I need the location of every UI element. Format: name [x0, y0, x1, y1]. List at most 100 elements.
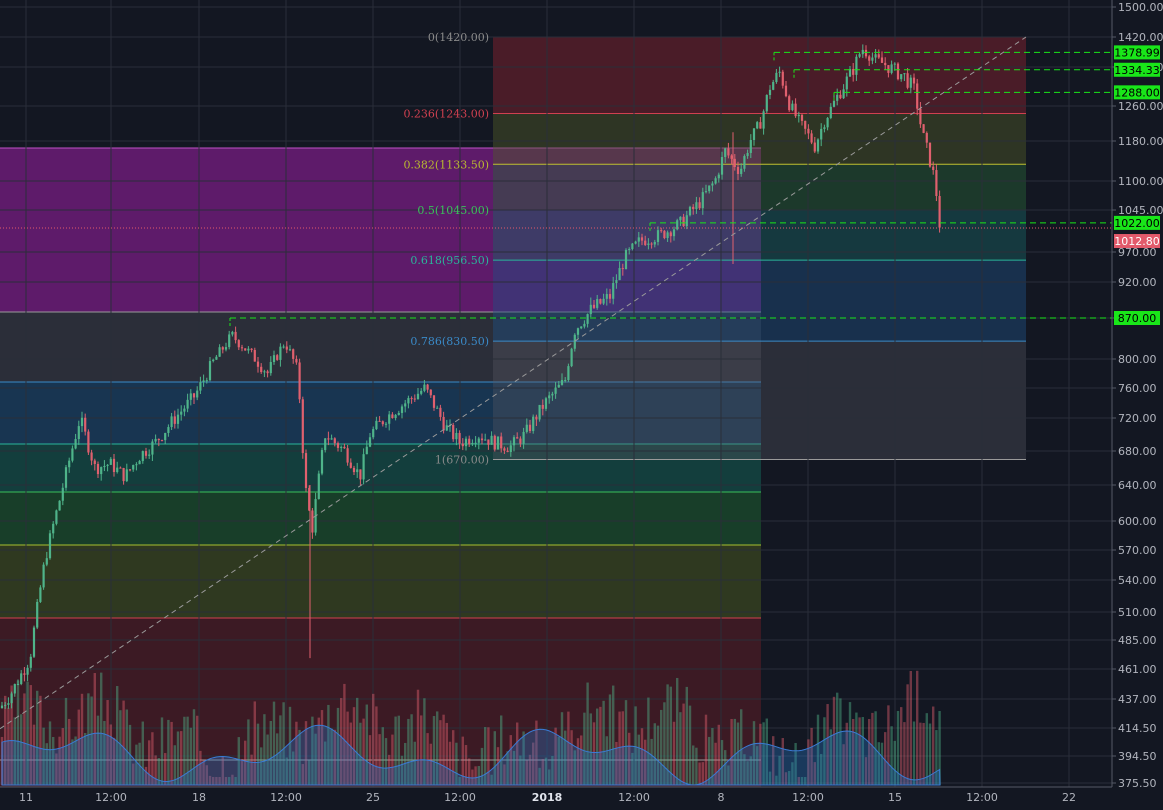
- candle-body: [567, 366, 570, 381]
- candle-body: [720, 157, 724, 175]
- price-axis[interactable]: 1500.001420.001340.001260.001180.001100.…: [1111, 0, 1163, 806]
- price-tick-label: 1045.00: [1118, 204, 1163, 217]
- volume-bar: [224, 777, 228, 785]
- time-tick-label: 12:00: [966, 791, 998, 804]
- candle-body: [932, 166, 935, 171]
- volume-bar: [314, 733, 317, 785]
- candle-body: [868, 56, 871, 61]
- volume-bar: [852, 718, 855, 785]
- candle-body: [759, 122, 762, 129]
- candle-body: [45, 558, 48, 565]
- volume-bar: [676, 677, 679, 785]
- volume-bar: [375, 706, 378, 785]
- volume-bar: [429, 743, 432, 785]
- time-axis[interactable]: 11 12:00 18 12:00 25 12:00 2018 12:00 8 12:00 15 12…: [0, 786, 1112, 806]
- volume-bar: [711, 728, 714, 785]
- candle-body: [647, 243, 650, 245]
- volume-bar: [695, 747, 698, 785]
- volume-bar: [624, 700, 628, 785]
- candle-body: [692, 206, 695, 210]
- volume-bar: [106, 700, 109, 785]
- level-price-tag[interactable]: [1114, 215, 1160, 230]
- candle-body: [304, 453, 308, 488]
- candle-body: [96, 463, 100, 475]
- candle-body: [416, 393, 420, 400]
- candle-body: [20, 673, 23, 684]
- volume-bar: [173, 745, 176, 785]
- candle-body: [935, 170, 938, 197]
- candle-body: [29, 656, 32, 668]
- candle-body: [528, 424, 532, 432]
- fib-zone: [493, 37, 1026, 114]
- candle-body: [925, 132, 928, 143]
- candle-body: [407, 398, 410, 404]
- volume-bar: [388, 754, 391, 785]
- volume-bar: [317, 717, 320, 785]
- candle-body: [717, 174, 720, 179]
- candle-body: [928, 142, 932, 167]
- fib-zone: [493, 260, 1026, 342]
- candle-body: [279, 346, 282, 360]
- candle-body: [103, 465, 106, 468]
- volume-bar: [84, 732, 87, 785]
- candle-body: [848, 69, 852, 77]
- volume-bar: [896, 710, 900, 785]
- candle-body: [292, 349, 295, 359]
- candle-body: [775, 72, 778, 83]
- candle-body: [39, 587, 42, 602]
- volume-bar: [416, 689, 420, 785]
- volume-bar: [736, 722, 740, 785]
- candle-body: [250, 348, 253, 350]
- candle-body: [496, 436, 500, 450]
- volume-bar: [784, 772, 788, 785]
- volume-bar: [554, 727, 557, 785]
- volume-bar: [439, 720, 442, 785]
- candle-body: [295, 358, 298, 363]
- candle-body: [560, 380, 564, 385]
- fib-zone: [493, 164, 1026, 210]
- candle-body: [7, 703, 10, 705]
- candle-body: [381, 421, 384, 425]
- candle-body: [36, 601, 39, 628]
- candle-body: [218, 347, 221, 357]
- candle-body: [391, 414, 394, 419]
- volume-bar: [48, 721, 52, 785]
- candle-body: [688, 206, 692, 216]
- candle-body: [298, 362, 301, 400]
- time-tick-label: 12:00: [618, 791, 650, 804]
- volume-bar: [836, 692, 839, 785]
- volume-bar: [548, 769, 551, 785]
- candle-body: [180, 411, 183, 415]
- fib-level-label: 0.382(1133.50): [403, 158, 489, 171]
- candle-body: [400, 406, 404, 413]
- candle-body: [490, 435, 493, 445]
- volume-bar: [276, 733, 279, 785]
- level-price-tag[interactable]: [1114, 62, 1160, 77]
- candle-body: [877, 54, 880, 58]
- candle-body: [698, 202, 701, 209]
- candle-body: [362, 454, 365, 480]
- volume-bar: [557, 736, 560, 785]
- level-price-tag[interactable]: [1114, 311, 1160, 325]
- candle-body: [308, 487, 311, 511]
- level-price-tag[interactable]: [1114, 45, 1160, 60]
- candle-body: [807, 128, 810, 134]
- candle-body: [640, 237, 644, 241]
- volume-ma-area: [1, 724, 941, 786]
- candle-body: [151, 441, 154, 455]
- candle-body: [628, 249, 631, 251]
- volume-bar: [55, 753, 58, 785]
- volume-bar: [292, 751, 295, 785]
- volume-bar: [506, 751, 509, 785]
- price-tick-label: 800.00: [1118, 353, 1157, 366]
- candle-body: [93, 460, 96, 464]
- level-price-tag[interactable]: [1114, 85, 1160, 100]
- volume-bar: [349, 722, 352, 785]
- candle-body: [311, 510, 314, 533]
- candle-body: [0, 705, 4, 709]
- candles-layer: [0, 44, 941, 709]
- candle-body: [519, 438, 522, 444]
- volume-bar: [170, 721, 173, 785]
